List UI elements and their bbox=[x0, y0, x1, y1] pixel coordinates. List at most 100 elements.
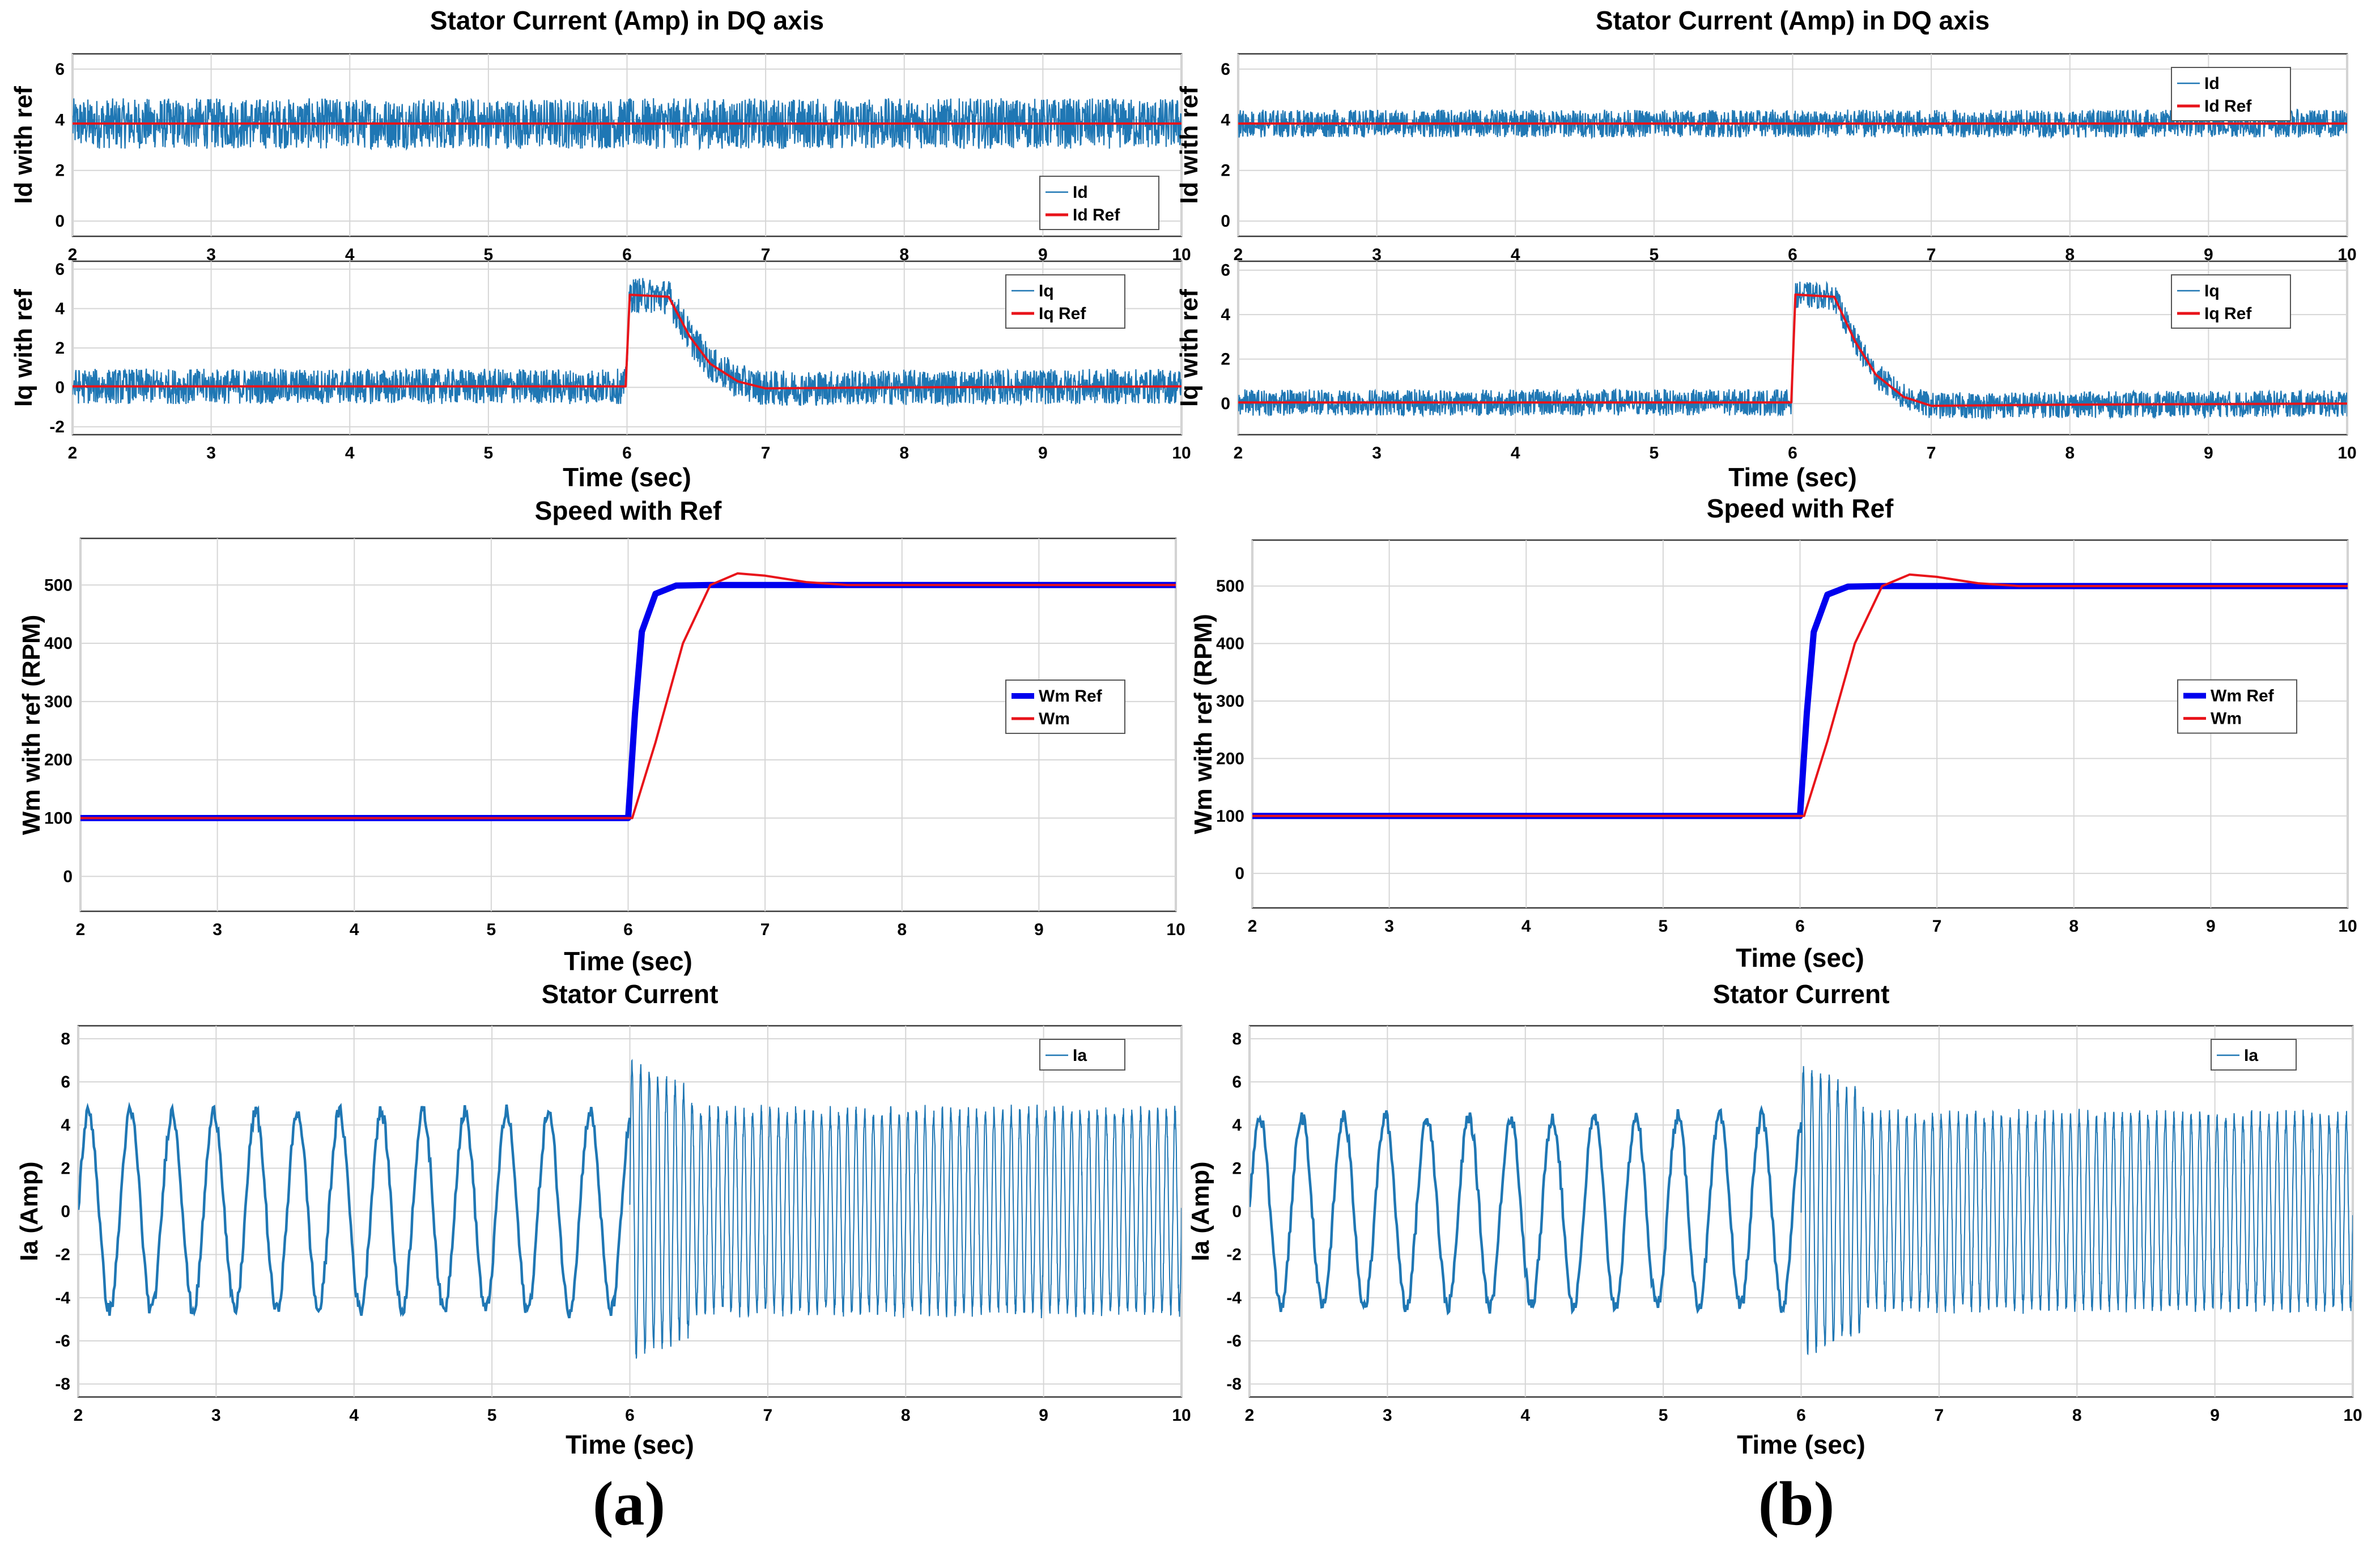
x-tick-label: 5 bbox=[1659, 1406, 1668, 1425]
y-tick-label: 2 bbox=[61, 1159, 70, 1178]
y-tick-label: 4 bbox=[1221, 305, 1230, 324]
plot-marks bbox=[80, 572, 1176, 821]
y-tick-label: 6 bbox=[1221, 60, 1230, 79]
x-tick-label: 8 bbox=[901, 1406, 911, 1425]
x-tick-label: 9 bbox=[1039, 1406, 1048, 1425]
legend-entry: Iq Ref bbox=[1039, 304, 1086, 323]
plot-marks bbox=[1238, 281, 2347, 421]
x-tick-label: 3 bbox=[1384, 917, 1394, 936]
y-tick-label: 2 bbox=[55, 162, 65, 180]
series-iq-ref bbox=[1238, 293, 2347, 407]
legend-box bbox=[1039, 176, 1159, 230]
x-tick-label: 7 bbox=[760, 920, 770, 939]
chart-title: Stator Current bbox=[1713, 979, 1890, 1009]
y-tick-label: 0 bbox=[61, 1203, 70, 1221]
x-tick-label: 9 bbox=[2206, 917, 2216, 936]
x-tick-label: 5 bbox=[487, 1406, 497, 1425]
x-tick-label: 5 bbox=[487, 920, 496, 939]
y-tick-label: 8 bbox=[1232, 1030, 1242, 1048]
y-axis-label: Wm with ref (RPM) bbox=[1189, 614, 1217, 834]
chart-title: Stator Current (Amp) in DQ axis bbox=[1596, 6, 1990, 35]
series-wm-ref bbox=[1252, 583, 2348, 819]
y-axis-label: Iq with ref bbox=[10, 289, 37, 407]
y-axis-label: Id with ref bbox=[1175, 86, 1203, 204]
y-tick-label: 2 bbox=[1221, 162, 1230, 180]
chart-title: Stator Current (Amp) in DQ axis bbox=[430, 6, 824, 35]
series-id bbox=[73, 97, 1182, 151]
x-axis-label: Time (sec) bbox=[564, 946, 692, 976]
y-tick-label: 0 bbox=[55, 212, 65, 231]
x-tick-label: 9 bbox=[2210, 1406, 2220, 1425]
y-tick-label: -8 bbox=[55, 1375, 70, 1394]
series-id bbox=[1238, 108, 2347, 140]
x-tick-label: 2 bbox=[1248, 917, 1257, 936]
x-tick-label: 9 bbox=[1038, 444, 1048, 462]
series-iq-ref bbox=[73, 294, 1182, 390]
x-tick-label: 6 bbox=[1788, 245, 1797, 264]
x-tick-label: 2 bbox=[68, 444, 78, 462]
x-tick-label: 7 bbox=[1932, 917, 1942, 936]
y-tick-label: 100 bbox=[44, 809, 73, 828]
y-tick-label: 300 bbox=[44, 693, 73, 711]
series-ia-segment bbox=[691, 1105, 1182, 1319]
x-tick-label: 7 bbox=[1927, 444, 1936, 462]
x-tick-label: 5 bbox=[484, 245, 494, 264]
x-tick-label: 10 bbox=[2338, 444, 2356, 462]
y-tick-label: 400 bbox=[44, 634, 73, 653]
y-tick-label: 4 bbox=[55, 111, 65, 129]
chart-b-ia: 2 3 4 5 6 7 8 9 10 -8 -6 -4 -2 0 2 4 6 8 Stator Current Tim… bbox=[1187, 979, 2362, 1459]
x-tick-label: 3 bbox=[1372, 444, 1382, 462]
x-tick-label: 7 bbox=[761, 444, 771, 462]
y-axis-label: Id with ref bbox=[10, 86, 37, 204]
y-tick-label: -2 bbox=[55, 1246, 70, 1264]
y-axis-label: Ia (Amp) bbox=[15, 1162, 43, 1262]
series-ia-segment bbox=[1863, 1109, 2353, 1314]
x-tick-label: 4 bbox=[1511, 444, 1520, 462]
legend: Ia bbox=[2211, 1039, 2297, 1071]
y-tick-label: 200 bbox=[1216, 749, 1244, 768]
x-tick-label: 10 bbox=[1172, 1406, 1191, 1425]
y-tick-label: 0 bbox=[63, 867, 73, 886]
y-tick-label: 2 bbox=[1221, 350, 1230, 369]
y-tick-label: 0 bbox=[55, 379, 65, 397]
x-axis-label: Time (sec) bbox=[1728, 462, 1857, 492]
x-tick-label: 4 bbox=[345, 245, 355, 264]
y-tick-label: 4 bbox=[1232, 1116, 1242, 1135]
y-tick-label: 0 bbox=[1221, 394, 1230, 413]
legend-box bbox=[2171, 274, 2291, 329]
plot-marks bbox=[1250, 1066, 2353, 1356]
x-tick-label: 5 bbox=[1659, 917, 1668, 936]
plot-marks bbox=[73, 278, 1182, 407]
x-tick-label: 3 bbox=[211, 1406, 221, 1425]
y-tick-label: 4 bbox=[1221, 111, 1230, 129]
x-tick-label: 2 bbox=[1234, 444, 1243, 462]
y-tick-label: -8 bbox=[1226, 1375, 1242, 1394]
plot-marks bbox=[1252, 573, 2348, 819]
x-tick-label: 4 bbox=[1522, 917, 1531, 936]
x-tick-label: 2 bbox=[76, 920, 86, 939]
x-tick-label: 7 bbox=[1935, 1406, 1944, 1425]
x-tick-label: 10 bbox=[2338, 917, 2357, 936]
legend-entry: Id bbox=[2204, 74, 2220, 93]
x-tick-label: 8 bbox=[899, 245, 909, 264]
series-wm bbox=[80, 572, 1176, 819]
x-tick-label: 8 bbox=[2065, 444, 2075, 462]
legend-entry: Ia bbox=[1073, 1046, 1087, 1065]
x-axis-label: Time (sec) bbox=[566, 1430, 694, 1459]
x-tick-label: 8 bbox=[2065, 245, 2075, 264]
x-tick-label: 8 bbox=[2069, 917, 2079, 936]
chart-a-ia: 2 3 4 5 6 7 8 9 10 -8 -6 -4 -2 0 2 4 6 8 Stator Current Tim… bbox=[15, 979, 1191, 1459]
y-tick-label: 6 bbox=[61, 1073, 70, 1092]
x-tick-label: 7 bbox=[763, 1406, 773, 1425]
y-tick-label: 6 bbox=[1232, 1073, 1242, 1092]
panel-label-a: (a) bbox=[593, 1469, 665, 1538]
y-tick-label: 0 bbox=[1235, 864, 1244, 883]
legend: Id Id Ref bbox=[2171, 67, 2291, 121]
x-tick-label: 4 bbox=[350, 920, 359, 939]
legend-entry: Iq bbox=[2204, 282, 2220, 300]
x-axis-label: Time (sec) bbox=[1736, 943, 1864, 973]
plot-marks bbox=[73, 97, 1182, 151]
